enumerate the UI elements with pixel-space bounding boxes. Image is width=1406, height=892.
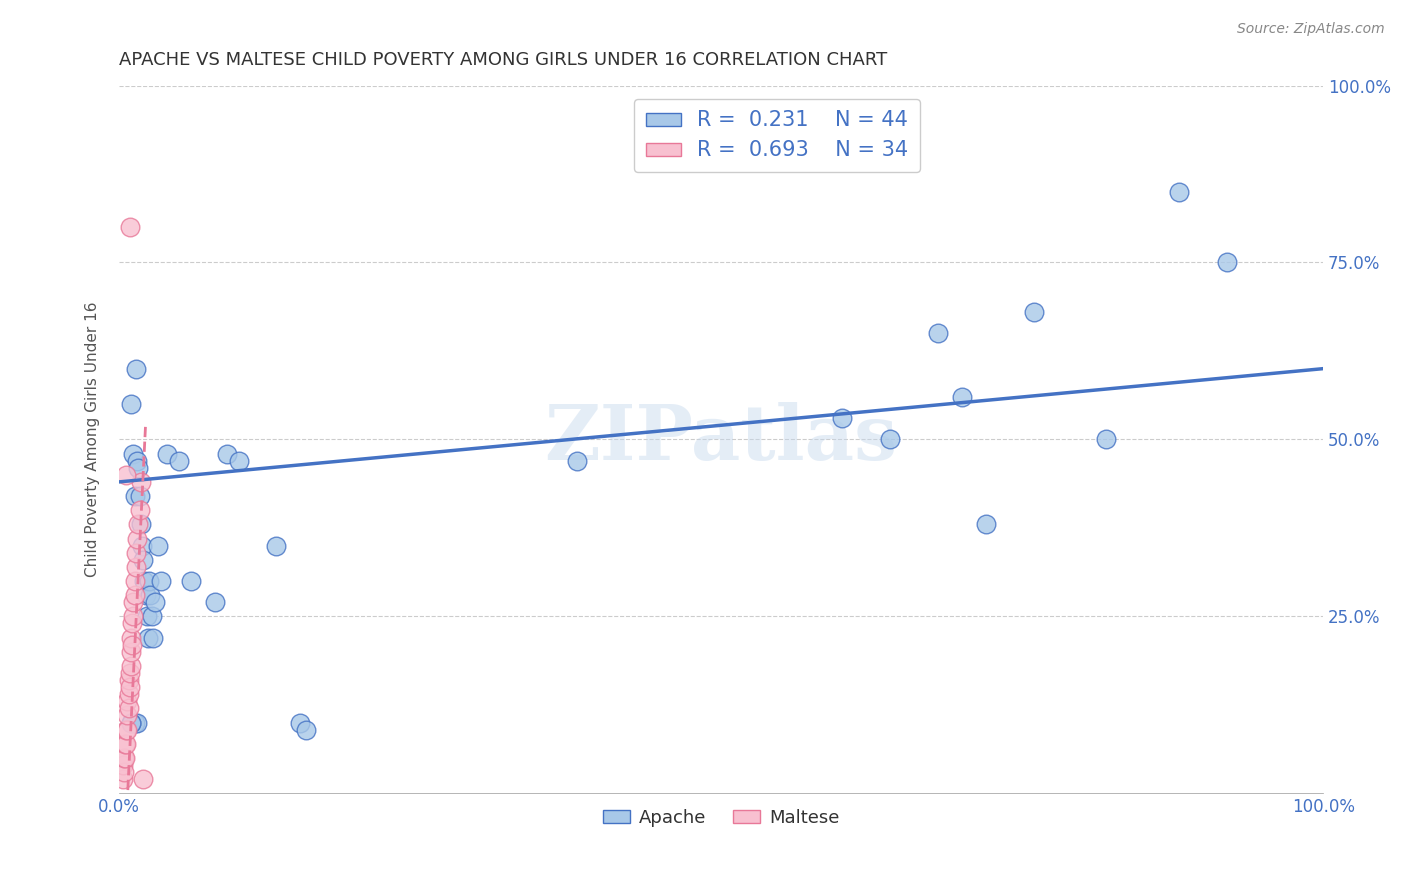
Point	[217, 447, 239, 461]
Point	[136, 631, 159, 645]
Point	[118, 220, 141, 235]
Point	[204, 595, 226, 609]
Y-axis label: Child Poverty Among Girls Under 16: Child Poverty Among Girls Under 16	[86, 301, 100, 577]
Point	[879, 433, 901, 447]
Point	[135, 588, 157, 602]
Point	[1095, 433, 1118, 447]
Point	[831, 411, 853, 425]
Text: APACHE VS MALTESE CHILD POVERTY AMONG GIRLS UNDER 16 CORRELATION CHART: APACHE VS MALTESE CHILD POVERTY AMONG GI…	[120, 51, 887, 69]
Point	[118, 687, 141, 701]
Point	[127, 517, 149, 532]
Point	[142, 631, 165, 645]
Point	[128, 489, 150, 503]
Point	[120, 631, 142, 645]
Point	[565, 453, 588, 467]
Point	[120, 645, 142, 659]
Point	[180, 574, 202, 588]
Point	[167, 453, 190, 467]
Text: ZIPatlas: ZIPatlas	[544, 402, 897, 476]
Point	[127, 460, 149, 475]
Point	[127, 532, 149, 546]
Point	[129, 475, 152, 489]
Point	[294, 723, 316, 737]
Point	[120, 659, 142, 673]
Point	[125, 559, 148, 574]
Point	[124, 489, 146, 503]
Point	[124, 588, 146, 602]
Point	[288, 715, 311, 730]
Point	[125, 546, 148, 560]
Point	[138, 574, 160, 588]
Point	[115, 737, 138, 751]
Point	[1167, 185, 1189, 199]
Point	[122, 447, 145, 461]
Point	[264, 539, 287, 553]
Legend: Apache, Maltese: Apache, Maltese	[595, 801, 846, 834]
Point	[131, 539, 153, 553]
Point	[927, 326, 949, 341]
Point	[121, 638, 143, 652]
Point	[974, 517, 997, 532]
Point	[127, 453, 149, 467]
Point	[115, 723, 138, 737]
Point	[134, 574, 156, 588]
Point	[112, 751, 135, 765]
Point	[127, 715, 149, 730]
Point	[122, 595, 145, 609]
Point	[118, 680, 141, 694]
Point	[132, 772, 155, 787]
Point	[117, 694, 139, 708]
Point	[118, 666, 141, 681]
Point	[141, 609, 163, 624]
Point	[135, 609, 157, 624]
Point	[146, 539, 169, 553]
Point	[117, 708, 139, 723]
Point	[129, 517, 152, 532]
Point	[112, 765, 135, 780]
Point	[125, 361, 148, 376]
Point	[117, 723, 139, 737]
Point	[111, 772, 134, 787]
Point	[122, 609, 145, 624]
Point	[124, 574, 146, 588]
Point	[143, 595, 166, 609]
Point	[1024, 305, 1046, 319]
Point	[114, 737, 136, 751]
Point	[120, 397, 142, 411]
Point	[121, 616, 143, 631]
Point	[114, 751, 136, 765]
Point	[120, 715, 142, 730]
Point	[156, 447, 179, 461]
Point	[228, 453, 250, 467]
Point	[120, 715, 142, 730]
Point	[115, 467, 138, 482]
Point	[132, 553, 155, 567]
Point	[111, 758, 134, 772]
Point	[118, 701, 141, 715]
Text: Source: ZipAtlas.com: Source: ZipAtlas.com	[1237, 22, 1385, 37]
Point	[118, 673, 141, 687]
Point	[139, 588, 162, 602]
Point	[950, 390, 973, 404]
Point	[128, 503, 150, 517]
Point	[124, 715, 146, 730]
Point	[1216, 255, 1239, 269]
Point	[150, 574, 173, 588]
